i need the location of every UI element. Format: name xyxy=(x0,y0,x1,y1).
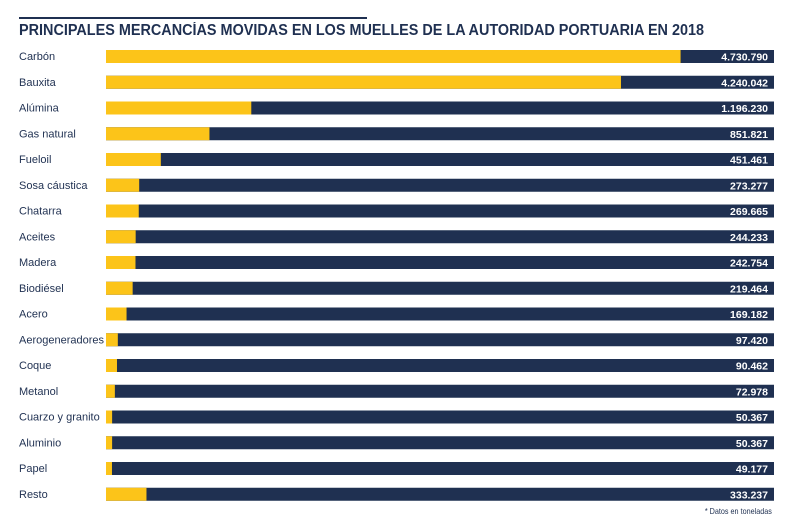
bar-row: Cuarzo y granito 50.367 xyxy=(19,410,774,424)
value-label: 1.196.230 xyxy=(721,103,768,115)
bar-track xyxy=(106,487,774,501)
category-label: Biodiésel xyxy=(19,283,64,295)
bar-value xyxy=(106,101,252,115)
bar-value xyxy=(106,256,136,269)
value-label: 244.233 xyxy=(730,232,768,244)
bar-value xyxy=(106,230,136,244)
bar-track xyxy=(106,153,774,166)
bar-track xyxy=(106,410,774,424)
category-label: Madera xyxy=(19,257,57,269)
category-label: Acero xyxy=(19,309,48,321)
value-label: 50.367 xyxy=(736,412,768,424)
bar-row: Carbón 4.730.790 xyxy=(19,50,774,64)
bar-row: Fueloil 451.461 xyxy=(19,153,774,167)
category-label: Coque xyxy=(19,360,51,372)
value-label: 90.462 xyxy=(736,361,768,373)
bar-value xyxy=(106,487,147,501)
category-label: Papel xyxy=(19,463,47,475)
bar-row: Resto 333.237 xyxy=(19,487,774,501)
chart-title: PRINCIPALES MERCANCÍAS MOVIDAS EN LOS MU… xyxy=(19,22,705,39)
value-label: 50.367 xyxy=(736,438,768,450)
category-label: Aerogeneradores xyxy=(19,334,105,346)
bar-track xyxy=(106,281,774,295)
category-label: Carbón xyxy=(19,51,55,63)
bar-value xyxy=(106,462,112,475)
bar-track xyxy=(106,384,774,398)
bar-value xyxy=(106,307,127,321)
bar-row: Biodiésel 219.464 xyxy=(19,281,774,295)
value-label: 451.461 xyxy=(730,155,768,167)
category-label: Aceites xyxy=(19,231,56,243)
value-label: 72.978 xyxy=(736,386,768,398)
bar-track xyxy=(106,101,774,115)
bar-value xyxy=(106,384,115,398)
bar-value xyxy=(106,333,118,347)
value-label: 169.182 xyxy=(730,309,768,321)
value-label: 333.237 xyxy=(730,489,768,501)
bar-value xyxy=(106,178,140,192)
bar-track xyxy=(106,359,774,372)
bar-row: Papel 49.177 xyxy=(19,462,774,476)
category-label: Metanol xyxy=(19,386,58,398)
bar-row: Alúmina 1.196.230 xyxy=(19,101,774,115)
value-label: 242.754 xyxy=(730,258,768,270)
bar-row: Bauxita 4.240.042 xyxy=(19,75,774,89)
bar-track xyxy=(106,462,774,475)
value-label: 851.821 xyxy=(730,129,768,141)
bar-track xyxy=(106,230,774,244)
bar-value xyxy=(106,281,133,295)
category-label: Bauxita xyxy=(19,77,57,89)
bar-value xyxy=(106,153,161,166)
bar-row: Chatarra 269.665 xyxy=(19,204,774,218)
bar-track xyxy=(106,127,774,141)
bar-row: Aluminio 50.367 xyxy=(19,436,774,450)
value-label: 4.730.790 xyxy=(721,52,768,64)
value-label: 219.464 xyxy=(730,283,768,295)
bar-value xyxy=(106,359,117,372)
bar-row: Aerogeneradores 97.420 xyxy=(19,333,774,347)
title-rule xyxy=(19,17,367,19)
bar-track xyxy=(106,204,774,218)
value-label: 269.665 xyxy=(730,206,768,218)
category-label: Gas natural xyxy=(19,128,76,140)
bar-value xyxy=(106,410,113,424)
bar-track xyxy=(106,256,774,269)
category-label: Chatarra xyxy=(19,206,63,218)
bar-value xyxy=(106,436,113,450)
category-label: Alúmina xyxy=(19,103,60,115)
bar-value xyxy=(106,75,621,89)
bar-track xyxy=(106,436,774,450)
units-note: * Datos en toneladas xyxy=(704,506,772,516)
bar-value xyxy=(106,50,681,63)
bar-row: Gas natural 851.821 xyxy=(19,127,774,141)
category-label: Aluminio xyxy=(19,437,61,449)
value-label: 97.420 xyxy=(736,335,768,347)
bar-track xyxy=(106,307,774,321)
bar-row: Aceites 244.233 xyxy=(19,230,774,244)
bar-row: Madera 242.754 xyxy=(19,256,774,270)
bar-value xyxy=(106,204,139,218)
bar-row: Acero 169.182 xyxy=(19,307,774,321)
category-label: Sosa cáustica xyxy=(19,180,88,192)
value-label: 273.277 xyxy=(730,180,768,192)
category-label: Resto xyxy=(19,489,48,501)
bar-row: Sosa cáustica 273.277 xyxy=(19,178,774,192)
value-label: 4.240.042 xyxy=(721,77,768,89)
category-label: Fueloil xyxy=(19,154,51,166)
bar-row: Metanol 72.978 xyxy=(19,384,774,398)
bar-track xyxy=(106,178,774,192)
category-label: Cuarzo y granito xyxy=(19,412,100,424)
bar-row: Coque 90.462 xyxy=(19,359,774,373)
value-label: 49.177 xyxy=(736,464,768,476)
bar-value xyxy=(106,127,210,141)
bar-track xyxy=(106,333,774,347)
